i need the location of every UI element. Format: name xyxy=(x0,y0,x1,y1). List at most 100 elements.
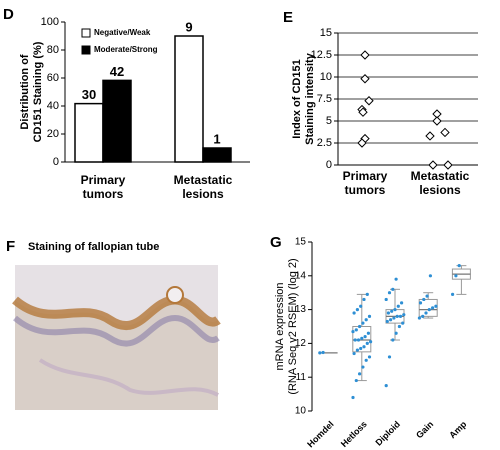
point xyxy=(352,311,356,315)
y-axis-label: Index of CD151 xyxy=(291,59,303,138)
y-tick-label: 40 xyxy=(47,100,59,112)
point xyxy=(395,314,399,318)
tissue-image xyxy=(12,265,221,410)
y-tick-label: 12 xyxy=(295,338,307,349)
point xyxy=(369,340,373,344)
point xyxy=(361,321,365,325)
x-tick-label: lesions xyxy=(419,183,461,197)
point xyxy=(425,294,429,298)
point xyxy=(418,301,423,305)
count-label: 42 xyxy=(110,64,124,79)
legend-swatch xyxy=(81,28,91,38)
point xyxy=(384,297,388,302)
x-tick-label: Metastatic xyxy=(174,173,233,187)
point xyxy=(417,316,421,320)
point xyxy=(321,350,325,355)
x-tick-label: Diploid xyxy=(373,419,402,448)
y-axis-label: Staining intensity xyxy=(304,52,316,145)
y-tick-label: 20 xyxy=(47,128,59,140)
y-tick-label: 15 xyxy=(295,237,307,248)
panel-label: F xyxy=(6,238,15,255)
y-axis-label: CD151 Staining (%) xyxy=(32,41,44,142)
point xyxy=(400,301,404,305)
point xyxy=(364,318,368,322)
point xyxy=(434,304,438,308)
count-label: 30 xyxy=(82,87,96,102)
point xyxy=(393,308,397,312)
point xyxy=(351,329,355,334)
point xyxy=(364,96,374,106)
panel-label: E xyxy=(283,9,293,26)
x-tick-label: Hetloss xyxy=(339,419,369,449)
x-tick-label: Homdel xyxy=(305,419,335,449)
point xyxy=(367,314,372,318)
point xyxy=(391,287,395,291)
point xyxy=(391,338,395,342)
point xyxy=(362,345,366,349)
point xyxy=(358,372,362,376)
point xyxy=(364,358,368,362)
point xyxy=(454,274,458,278)
point xyxy=(355,348,359,352)
y-tick-label: 80 xyxy=(47,44,59,56)
point xyxy=(457,264,461,268)
point xyxy=(356,338,361,342)
point xyxy=(367,355,372,359)
point xyxy=(390,309,394,313)
point xyxy=(440,127,450,138)
point xyxy=(363,335,367,339)
point xyxy=(386,311,390,315)
point xyxy=(387,291,392,295)
point xyxy=(425,131,435,141)
panel-label: G xyxy=(270,234,282,251)
y-tick-label: 12.5 xyxy=(311,49,332,61)
count-label: 1 xyxy=(213,131,220,146)
point xyxy=(428,274,432,278)
point xyxy=(318,351,322,355)
point xyxy=(394,331,398,335)
point xyxy=(359,346,363,351)
point xyxy=(360,74,370,84)
x-tick-label: tumors xyxy=(345,183,386,197)
point xyxy=(360,336,364,340)
legend-swatch xyxy=(81,45,91,55)
point xyxy=(389,318,393,322)
point xyxy=(421,314,425,318)
point xyxy=(392,316,396,320)
legend-label: Moderate/Strong xyxy=(94,45,158,54)
point xyxy=(361,365,365,369)
point xyxy=(365,292,369,296)
x-tick-label: Gain xyxy=(414,419,435,440)
x-tick-label: lesions xyxy=(182,187,224,201)
y-tick-label: 14 xyxy=(295,270,307,281)
point xyxy=(354,328,358,332)
x-tick-label: Metastatic xyxy=(411,169,470,183)
point xyxy=(402,313,406,317)
y-tick-label: 10 xyxy=(295,406,307,417)
point xyxy=(358,324,362,329)
y-tick-label: 2.5 xyxy=(317,137,332,149)
point xyxy=(384,384,388,388)
point xyxy=(352,351,356,356)
image-title: Staining of fallopian tube xyxy=(28,241,159,253)
point xyxy=(432,116,442,126)
y-tick-label: 7.5 xyxy=(317,93,332,105)
point xyxy=(422,297,426,302)
y-tick-label: 100 xyxy=(41,16,59,28)
point xyxy=(398,314,403,318)
y-tick-label: 13 xyxy=(295,304,307,315)
point xyxy=(351,395,355,400)
point xyxy=(360,50,370,60)
point xyxy=(362,297,366,302)
y-tick-label: 0 xyxy=(53,156,59,168)
y-tick-label: 11 xyxy=(296,372,307,383)
point xyxy=(387,355,392,359)
box xyxy=(418,298,438,317)
legend-label: Negative/Weak xyxy=(94,28,151,37)
x-tick-label: tumors xyxy=(83,187,124,201)
point xyxy=(428,160,438,170)
point xyxy=(357,138,367,148)
point xyxy=(354,378,358,383)
point xyxy=(424,311,428,315)
